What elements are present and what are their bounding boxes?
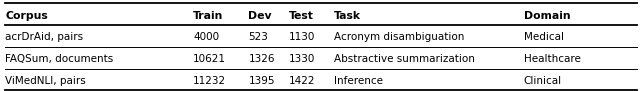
Text: 1326: 1326	[248, 54, 275, 64]
Text: 1130: 1130	[289, 32, 316, 42]
Text: Clinical: Clinical	[524, 76, 562, 86]
Text: ViMedNLI, pairs: ViMedNLI, pairs	[5, 76, 86, 86]
Text: Medical: Medical	[524, 32, 564, 42]
Text: Dev: Dev	[248, 11, 272, 21]
Text: FAQSum, documents: FAQSum, documents	[5, 54, 113, 64]
Text: Acronym disambiguation: Acronym disambiguation	[334, 32, 465, 42]
Text: Healthcare: Healthcare	[524, 54, 580, 64]
Text: Domain: Domain	[524, 11, 570, 21]
Text: 523: 523	[248, 32, 268, 42]
Text: Inference: Inference	[334, 76, 383, 86]
Text: 1422: 1422	[289, 76, 316, 86]
Text: Train: Train	[193, 11, 223, 21]
Text: 10621: 10621	[193, 54, 227, 64]
Text: Task: Task	[334, 11, 361, 21]
Text: Corpus: Corpus	[5, 11, 48, 21]
Text: Abstractive summarization: Abstractive summarization	[334, 54, 475, 64]
Text: 4000: 4000	[193, 32, 220, 42]
Text: 11232: 11232	[193, 76, 227, 86]
Text: 1330: 1330	[289, 54, 316, 64]
Text: Test: Test	[289, 11, 314, 21]
Text: acrDrAid, pairs: acrDrAid, pairs	[5, 32, 83, 42]
Text: 1395: 1395	[248, 76, 275, 86]
